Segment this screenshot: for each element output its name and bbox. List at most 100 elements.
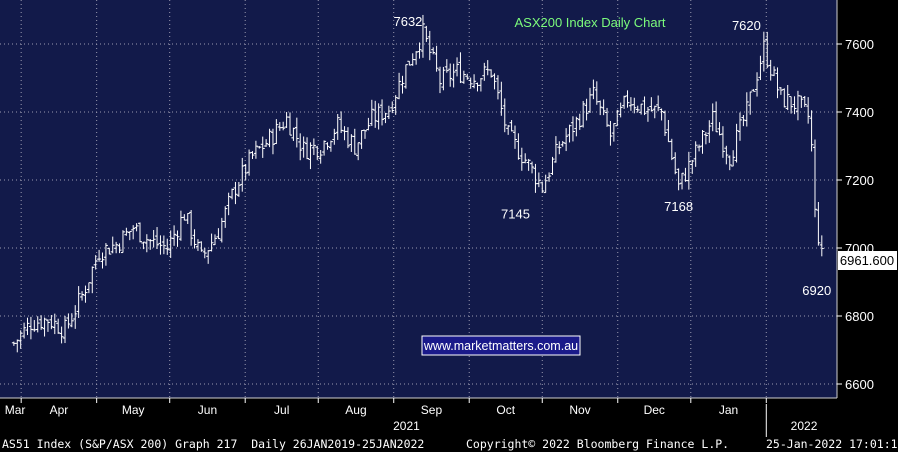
price-bar bbox=[673, 152, 678, 175]
annotation-label: 7168 bbox=[664, 199, 693, 214]
price-bar bbox=[100, 252, 105, 269]
price-bar bbox=[567, 124, 572, 143]
price-bar bbox=[526, 158, 531, 171]
price-bar bbox=[56, 318, 61, 334]
price-bar bbox=[335, 113, 340, 140]
price-bar bbox=[680, 172, 685, 190]
price-bar bbox=[260, 136, 265, 158]
price-bar bbox=[366, 117, 371, 131]
price-bar bbox=[806, 97, 811, 124]
price-bar bbox=[584, 98, 589, 121]
price-bar bbox=[618, 102, 623, 118]
price-bar bbox=[649, 97, 654, 112]
price-bar bbox=[693, 141, 698, 167]
price-bar bbox=[652, 105, 657, 119]
price-bar bbox=[523, 153, 528, 164]
price-bar bbox=[240, 157, 245, 192]
x-month-label: Oct bbox=[496, 403, 515, 417]
price-bar bbox=[199, 241, 204, 252]
footer-left: AS51 Index (S&P/ASX 200) Graph 217 Daily… bbox=[2, 437, 425, 451]
price-bar bbox=[90, 266, 95, 294]
price-bar bbox=[557, 141, 562, 155]
price-bar bbox=[632, 97, 637, 114]
x-month-label: Sep bbox=[421, 403, 443, 417]
watermark-link[interactable]: www.marketmatters.com.au bbox=[423, 339, 578, 353]
price-bar bbox=[356, 142, 361, 161]
price-bar bbox=[802, 96, 807, 107]
price-bar bbox=[352, 128, 357, 155]
price-bar bbox=[441, 66, 446, 91]
price-bar bbox=[373, 100, 378, 128]
price-bar bbox=[707, 120, 712, 143]
price-bar bbox=[697, 144, 702, 152]
price-bar bbox=[424, 25, 429, 42]
x-month-label: Dec bbox=[644, 403, 665, 417]
price-bar bbox=[386, 105, 391, 120]
price-bar bbox=[233, 181, 238, 205]
price-bar bbox=[376, 103, 381, 130]
price-bar bbox=[451, 63, 456, 88]
price-bar bbox=[731, 150, 736, 167]
footer-timestamp: 25-Jan-2022 17:01:14 bbox=[766, 437, 898, 451]
price-bar bbox=[437, 66, 442, 94]
price-bar bbox=[49, 315, 54, 330]
price-bar bbox=[134, 223, 139, 232]
price-bar bbox=[536, 172, 541, 188]
price-bar bbox=[495, 75, 500, 100]
price-bar bbox=[642, 96, 647, 116]
price-bar bbox=[73, 305, 78, 329]
price-bar bbox=[468, 77, 473, 89]
price-bar bbox=[478, 77, 483, 92]
price-bar bbox=[213, 234, 218, 246]
price-bar bbox=[322, 140, 327, 156]
price-bar bbox=[772, 66, 777, 77]
price-bar bbox=[403, 64, 408, 89]
price-bar bbox=[775, 67, 780, 99]
price-bar bbox=[812, 139, 817, 218]
price-bar bbox=[63, 315, 68, 344]
price-bar bbox=[662, 110, 667, 136]
price-bar bbox=[615, 109, 620, 127]
price-bar bbox=[189, 210, 194, 246]
watermark-box[interactable]: www.marketmatters.com.au bbox=[421, 335, 581, 356]
footer-copyright: Copyright© 2022 Bloomberg Finance L.P. bbox=[466, 437, 730, 451]
price-bar bbox=[427, 30, 432, 61]
price-bar bbox=[502, 98, 507, 133]
price-bar bbox=[124, 227, 129, 236]
price-bar bbox=[209, 233, 214, 252]
price-bar bbox=[332, 128, 337, 145]
price-bar bbox=[76, 286, 81, 318]
y-tick-label: 7600 bbox=[845, 37, 874, 52]
price-bar bbox=[400, 75, 405, 94]
price-bar bbox=[659, 108, 664, 121]
price-bar bbox=[455, 57, 460, 77]
price-bar bbox=[509, 120, 514, 132]
price-bar bbox=[216, 228, 221, 240]
price-bar bbox=[185, 212, 190, 224]
price-bar bbox=[785, 84, 790, 111]
annotation-label: 6920 bbox=[802, 283, 831, 298]
price-bar bbox=[782, 88, 787, 108]
price-bar bbox=[397, 72, 402, 100]
price-bar bbox=[223, 206, 228, 228]
price-bar bbox=[645, 106, 650, 122]
price-bar bbox=[175, 230, 180, 247]
price-bar bbox=[420, 14, 425, 58]
price-bar bbox=[625, 90, 630, 108]
price-bar bbox=[792, 96, 797, 115]
chart-title: ASX200 Index Daily Chart bbox=[514, 15, 665, 30]
x-month-label: Aug bbox=[345, 403, 366, 417]
price-bar bbox=[52, 313, 57, 335]
price-bar bbox=[676, 168, 681, 191]
y-tick-label: 7400 bbox=[845, 105, 874, 120]
price-bar bbox=[80, 291, 85, 301]
x-month-label: Mar bbox=[5, 403, 26, 417]
last-price-value: 6961.600 bbox=[840, 253, 894, 268]
price-bar bbox=[236, 181, 241, 197]
price-bar bbox=[117, 243, 122, 254]
price-bar bbox=[700, 130, 705, 154]
price-bar bbox=[758, 55, 763, 81]
price-bar bbox=[93, 255, 98, 270]
price-bar bbox=[158, 235, 163, 255]
price-bar bbox=[465, 73, 470, 80]
